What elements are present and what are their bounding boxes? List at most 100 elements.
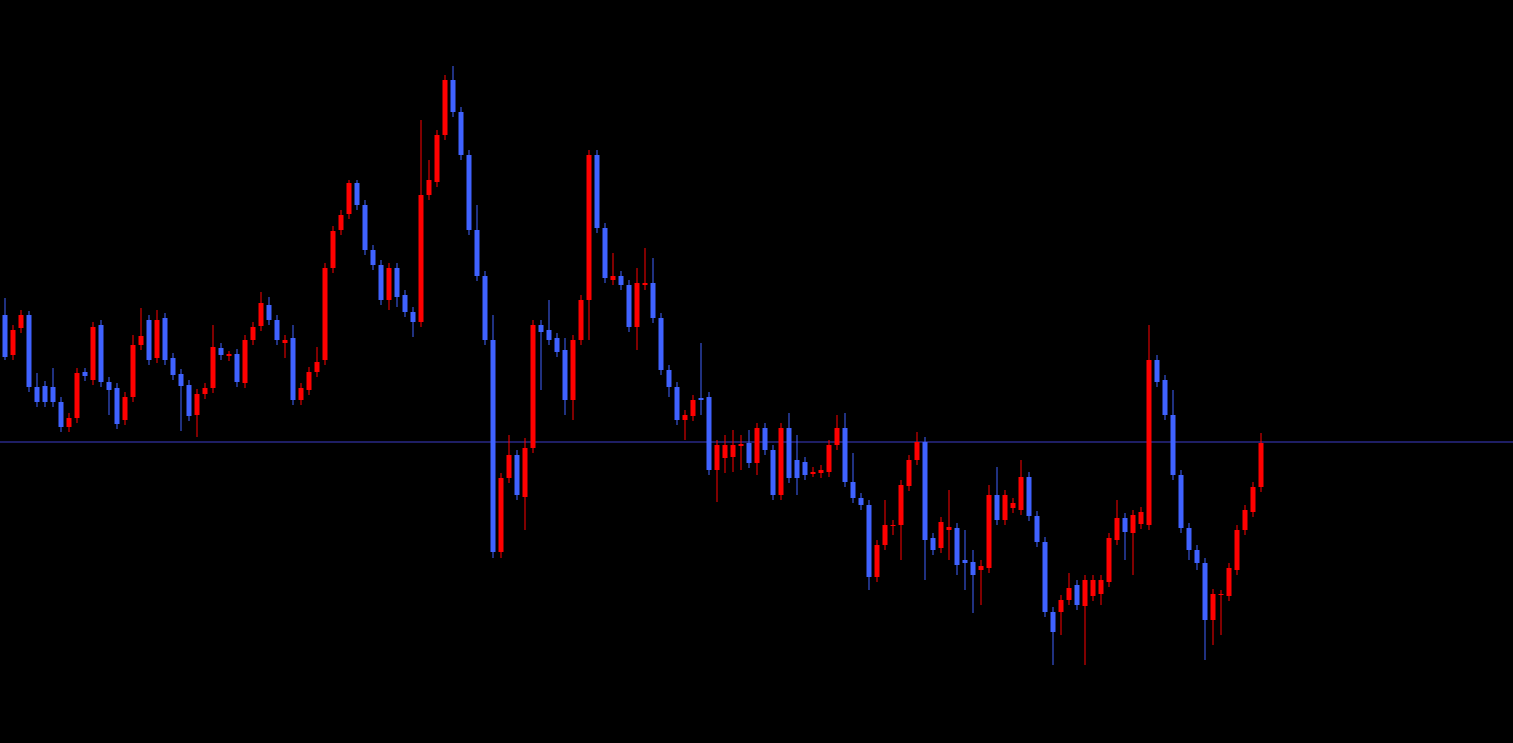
candle-body xyxy=(490,340,496,552)
candle-body xyxy=(658,318,664,370)
candle-body xyxy=(738,444,744,446)
candle-body xyxy=(890,525,896,526)
candle-body xyxy=(258,303,264,326)
candle-body xyxy=(50,387,56,402)
candle-body xyxy=(34,387,40,402)
candle-body xyxy=(274,320,280,340)
candle-body xyxy=(618,276,624,285)
candle-body xyxy=(26,315,32,387)
candle-body xyxy=(314,362,320,372)
candle-body xyxy=(818,470,824,473)
candle-body xyxy=(946,527,952,530)
candle-body xyxy=(1058,600,1064,612)
candle-body xyxy=(146,320,152,360)
candle-body xyxy=(1026,477,1032,516)
candle-body xyxy=(330,231,336,268)
candle-body xyxy=(1202,563,1208,620)
candle-body xyxy=(458,112,464,155)
candle-body xyxy=(18,315,24,328)
candle-body xyxy=(850,482,856,498)
candle-body xyxy=(530,325,536,448)
candle-body xyxy=(170,358,176,375)
candle-body xyxy=(1234,530,1240,570)
candle-body xyxy=(338,215,344,230)
candle-body xyxy=(578,300,584,340)
candle-body xyxy=(522,448,528,497)
candle-body xyxy=(1162,380,1168,415)
candle-body xyxy=(1218,594,1224,595)
candle-body xyxy=(442,80,448,135)
candle-body xyxy=(794,460,800,478)
candle-body xyxy=(66,418,72,427)
candle-body xyxy=(1122,518,1128,532)
candle-body xyxy=(762,428,768,450)
candle-body xyxy=(178,374,184,386)
candle-body xyxy=(210,347,216,388)
candle-body xyxy=(650,283,656,318)
candle-body xyxy=(514,455,520,495)
candle-body xyxy=(370,250,376,265)
candle-body xyxy=(754,428,760,463)
candle-body xyxy=(266,305,272,320)
candle-body xyxy=(786,428,792,478)
candle-body xyxy=(866,505,872,577)
candle-body xyxy=(610,276,616,280)
candle-body xyxy=(666,370,672,387)
candle-body xyxy=(1154,360,1160,382)
candle-body xyxy=(202,388,208,394)
candle-body xyxy=(474,230,480,276)
candle-body xyxy=(306,372,312,390)
candle-body xyxy=(882,525,888,545)
candle-body xyxy=(506,455,512,478)
candle-body xyxy=(378,265,384,300)
candle-body xyxy=(826,445,832,472)
candle-body xyxy=(234,354,240,382)
candle-body xyxy=(898,485,904,525)
candle-body xyxy=(138,336,144,345)
candle-body xyxy=(698,398,704,400)
candle-body xyxy=(1178,475,1184,528)
candle-body xyxy=(154,320,160,358)
candle-body xyxy=(98,325,104,382)
candle-body xyxy=(322,268,328,360)
candle-body xyxy=(1258,443,1264,487)
candle-body xyxy=(634,283,640,327)
candle-body xyxy=(1034,516,1040,542)
candle-body xyxy=(1226,568,1232,596)
candle-body xyxy=(394,268,400,297)
candle-body xyxy=(914,442,920,460)
candle-body xyxy=(410,312,416,322)
candle-body xyxy=(986,495,992,568)
candle-body xyxy=(130,345,136,397)
candle-body xyxy=(90,327,96,380)
candle-body xyxy=(434,135,440,182)
candle-body xyxy=(682,415,688,420)
candle-body xyxy=(1090,580,1096,596)
candle-body xyxy=(1082,580,1088,606)
candle-body xyxy=(346,183,352,214)
candle-body xyxy=(810,472,816,474)
candle-body xyxy=(74,373,80,418)
candle-body xyxy=(298,388,304,400)
candle-body xyxy=(770,450,776,495)
candle-body xyxy=(42,386,48,402)
candle-body xyxy=(498,478,504,552)
candle-body xyxy=(1250,487,1256,512)
candle-body xyxy=(1186,528,1192,550)
candle-body xyxy=(802,462,808,475)
candle-body xyxy=(874,545,880,577)
candle-body xyxy=(690,400,696,416)
candle-body xyxy=(1194,550,1200,563)
candle-body xyxy=(930,538,936,550)
candle-body xyxy=(482,276,488,340)
candle-body xyxy=(194,394,200,415)
candle-body xyxy=(586,155,592,300)
candle-body xyxy=(218,348,224,355)
candle-body xyxy=(1010,503,1016,508)
candle-body xyxy=(114,388,120,424)
candle-body xyxy=(746,443,752,463)
candle-body xyxy=(626,285,632,327)
